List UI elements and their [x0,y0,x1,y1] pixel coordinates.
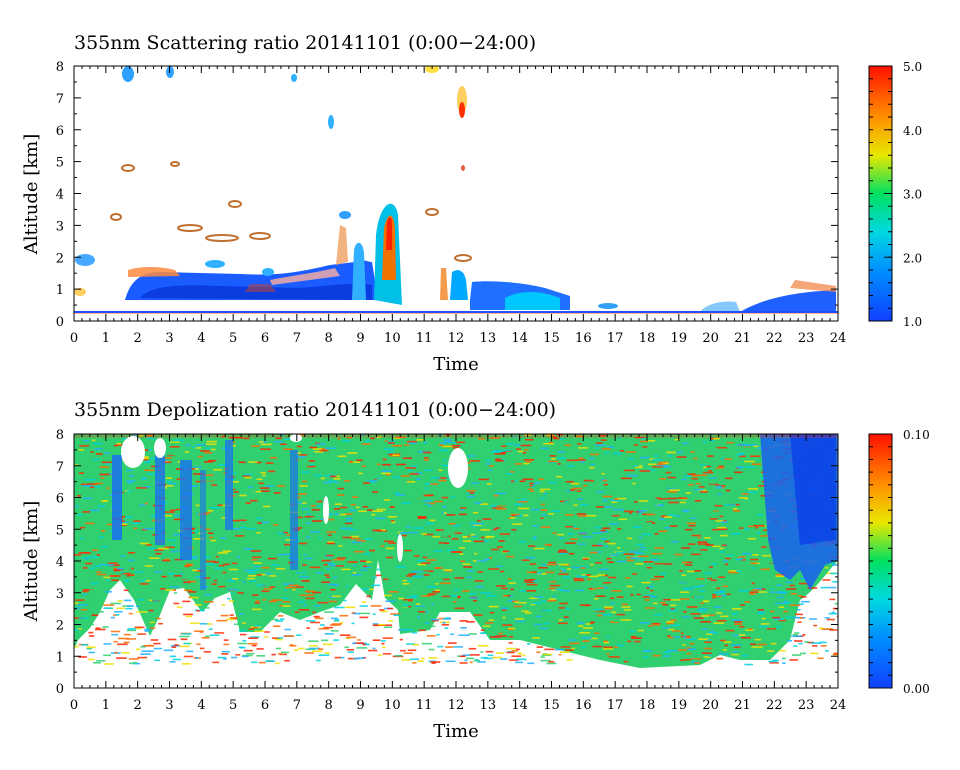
x-tick-label: 24 [830,331,847,346]
x-tick-label: 6 [261,698,269,713]
colorbar-tick-label: 5.0 [903,60,922,74]
x-tick-label: 2 [134,331,142,346]
x-axis-ticks: 0 1 2 3 4 5 6 7 8 9 10 11 12 13 14 15 16 17 18 19 20 21 22 23 24 [70,66,846,346]
x-tick-label: 23 [798,331,815,346]
y-tick-label: 6 [56,492,64,507]
x-tick-label: 3 [165,331,173,346]
x-axis-ticks: 0 1 2 3 4 5 6 7 8 9 10 11 12 13 14 15 16 17 18 19 20 21 22 23 24 [70,434,846,713]
colorbar: 1.0 2.0 3.0 4.0 5.0 [868,60,922,329]
colorbar-tick-label: 0.10 [903,428,930,442]
y-tick-label: 1 [56,283,64,298]
y-tick-label: 7 [56,92,64,107]
x-tick-label: 5 [229,331,237,346]
y-tick-label: 8 [56,428,64,443]
x-tick-label: 8 [325,698,333,713]
colorbar-tick-label: 0.00 [903,682,930,696]
x-tick-label: 9 [356,698,364,713]
x-tick-label: 23 [798,698,815,713]
colorbar-tick-label: 2.0 [903,251,922,265]
x-tick-label: 0 [70,331,78,346]
x-tick-label: 18 [639,331,656,346]
y-axis-label: Altitude [km] [21,134,42,256]
x-tick-label: 7 [293,331,301,346]
y-tick-label: 1 [56,650,64,665]
y-tick-label: 3 [56,587,64,602]
x-tick-label: 15 [543,698,560,713]
x-tick-label: 12 [448,698,465,713]
x-tick-label: 20 [702,331,719,346]
x-tick-label: 21 [734,698,751,713]
x-tick-label: 13 [480,698,497,713]
x-tick-label: 19 [671,698,688,713]
y-tick-label: 0 [56,682,64,697]
colorbar-tick-label: 3.0 [903,188,922,202]
x-tick-label: 21 [734,331,751,346]
x-tick-label: 10 [384,331,401,346]
x-tick-label: 24 [830,698,847,713]
x-tick-label: 18 [639,698,656,713]
x-tick-label: 4 [197,331,205,346]
x-tick-label: 6 [261,331,269,346]
y-tick-label: 2 [56,619,64,634]
x-axis-label: Time [433,721,478,742]
x-tick-label: 14 [511,698,528,713]
y-tick-label: 5 [56,156,64,171]
colorbar-tick-label: 1.0 [903,315,922,329]
colorbar-ticks: 1.0 2.0 3.0 4.0 5.0 [869,60,922,329]
y-axis-ticks: 0 1 2 3 4 5 6 7 8 [56,60,838,330]
x-tick-label: 19 [671,331,688,346]
y-axis-ticks: 0 1 2 3 4 5 6 7 8 [56,428,838,697]
y-tick-label: 3 [56,219,64,234]
x-tick-label: 14 [511,331,528,346]
x-tick-label: 9 [356,331,364,346]
x-tick-label: 10 [384,698,401,713]
y-tick-label: 0 [56,315,64,330]
chart-title: 355nm Depolization ratio 20141101 (0:00−… [74,399,556,421]
y-tick-label: 5 [56,523,64,538]
y-tick-label: 4 [56,188,64,203]
x-tick-label: 8 [325,331,333,346]
y-axis-label: Altitude [km] [21,501,42,623]
x-tick-label: 22 [766,698,783,713]
scattering-ratio-field [74,66,838,314]
x-tick-label: 12 [448,331,465,346]
scattering-ratio-panel: 355nm Scattering ratio 20141101 (0:00−24… [21,32,922,375]
depol-base-field [74,434,838,668]
x-tick-label: 0 [70,698,78,713]
x-tick-label: 17 [607,698,624,713]
depolarization-ratio-field [74,434,838,688]
y-tick-label: 7 [56,460,64,475]
x-tick-label: 3 [165,698,173,713]
x-axis-label: Time [433,354,478,375]
y-tick-label: 8 [56,60,64,75]
y-tick-label: 2 [56,251,64,266]
x-tick-label: 16 [575,331,592,346]
x-tick-label: 17 [607,331,624,346]
x-tick-label: 1 [102,331,110,346]
x-tick-label: 4 [197,698,205,713]
x-tick-label: 2 [134,698,142,713]
x-tick-label: 7 [293,698,301,713]
x-tick-label: 13 [480,331,497,346]
x-tick-label: 11 [416,331,433,346]
chart-title: 355nm Scattering ratio 20141101 (0:00−24… [74,32,536,54]
x-tick-label: 15 [543,331,560,346]
colorbar-tick-label: 4.0 [903,124,922,138]
x-tick-label: 11 [416,698,433,713]
x-tick-label: 16 [575,698,592,713]
x-tick-label: 20 [702,698,719,713]
x-tick-label: 1 [102,698,110,713]
depolarization-ratio-panel: 355nm Depolization ratio 20141101 (0:00−… [21,399,930,742]
x-tick-label: 5 [229,698,237,713]
x-tick-label: 22 [766,331,783,346]
colorbar-ticks: 0.00 0.10 [869,428,930,696]
colorbar: 0.00 0.10 [868,428,930,696]
y-tick-label: 6 [56,124,64,139]
y-tick-label: 4 [56,555,64,570]
